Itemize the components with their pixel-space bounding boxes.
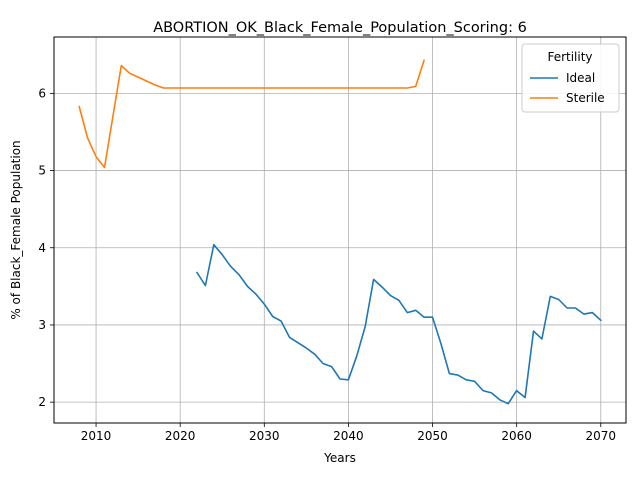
x-tick-label: 2050 <box>417 429 448 443</box>
axis-ticks: 2010 2020 2030 2040 2050 2060 2070 2 3 4 5 6 <box>38 86 616 443</box>
y-tick-label: 2 <box>38 395 46 409</box>
y-tick-label: 3 <box>38 318 46 332</box>
legend-label-sterile: Sterile <box>566 91 605 105</box>
x-tick-label: 2010 <box>81 429 112 443</box>
legend: Fertility Ideal Sterile <box>521 43 620 113</box>
y-tick-label: 4 <box>38 241 46 255</box>
y-tick-label: 6 <box>38 86 46 100</box>
x-tick-label: 2030 <box>249 429 280 443</box>
legend-title: Fertility <box>547 50 592 64</box>
x-tick-label: 2020 <box>165 429 196 443</box>
legend-box <box>521 43 620 113</box>
series-line-ideal <box>196 243 602 405</box>
series-lines <box>78 59 602 405</box>
x-tick-label: 2060 <box>501 429 532 443</box>
plot-area-frame <box>53 36 627 424</box>
y-tick-label: 5 <box>38 164 46 178</box>
grid-lines <box>54 37 626 423</box>
legend-label-ideal: Ideal <box>566 71 595 85</box>
series-line-sterile <box>78 59 425 169</box>
chart-title: ABORTION_OK_Black_Female_Population_Scor… <box>153 20 527 36</box>
x-tick-label: 2040 <box>333 429 364 443</box>
y-axis-label: % of Black_Female Population <box>9 140 23 319</box>
x-axis-label: Years <box>323 451 356 465</box>
x-tick-label: 2070 <box>585 429 616 443</box>
